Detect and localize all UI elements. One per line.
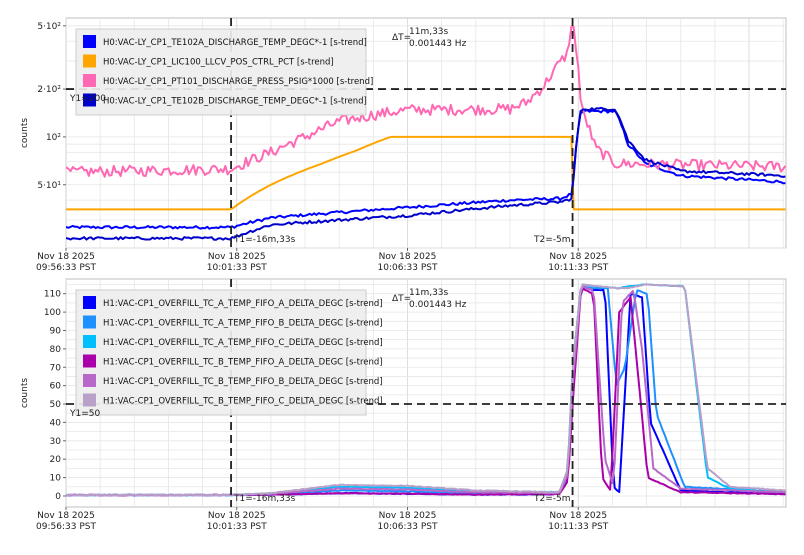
delta-t-prefix: ΔT=	[392, 294, 411, 304]
cursor-t1-label: T1=-16m,33s	[233, 235, 296, 245]
legend-box	[75, 289, 367, 416]
legend-swatch	[83, 393, 96, 407]
x-tick-date: Nov 18 2025	[549, 511, 607, 521]
legend-swatch	[83, 374, 96, 387]
x-tick-date: Nov 18 2025	[549, 252, 607, 262]
legend-label: H0:VAC-LY_CP1_PT101_DISCHARGE_PRESS_PSIG…	[103, 77, 373, 87]
x-tick-label: 10:11:33 PST	[548, 263, 608, 273]
series-group	[66, 25, 786, 241]
y-tick-label: 80	[50, 345, 62, 355]
legend-swatch	[83, 35, 96, 48]
x-tick-date: Nov 18 2025	[208, 252, 266, 262]
y-tick-label: 110	[44, 290, 61, 300]
delta-t-freq: 0.001443 Hz	[409, 39, 467, 49]
delta-t-value: 11m,33s	[409, 288, 449, 298]
legend-box	[75, 28, 367, 116]
legend-swatch	[83, 54, 96, 68]
legend-swatch	[83, 315, 96, 329]
series-line	[66, 25, 786, 178]
bottom-panel: 0 10 20 30 40 50 60 70 80 90 100 110 counts Nov 18 20…	[20, 278, 787, 532]
delta-t-value: 11m,33s	[409, 27, 449, 37]
y-tick-label: 0	[55, 492, 61, 502]
y-tick-label: 90	[50, 326, 62, 336]
legend-label: H0:VAC-LY_CP1_TE102B_DISCHARGE_TEMP_DEGC…	[103, 97, 367, 107]
legend-label: H0:VAC-LY_CP1_TE102A_DISCHARGE_TEMP_DEGC…	[103, 38, 367, 48]
y-tick-label: 50	[50, 400, 62, 410]
legend-swatch	[83, 93, 96, 107]
cursor-y1-label: Y1=50	[69, 409, 100, 419]
legend-swatch	[83, 354, 96, 368]
delta-t-freq: 0.001443 Hz	[409, 300, 467, 310]
series-line	[66, 109, 786, 230]
legend-swatch	[83, 335, 96, 348]
x-tick-label: 09:56:33 PST	[36, 263, 96, 273]
y-axis-label: counts	[20, 378, 30, 408]
y-tick-label: 2·10²	[37, 85, 61, 95]
legend-label: H1:VAC-CP1_OVERFILL_TC_A_TEMP_FIFO_A_DEL…	[103, 299, 383, 309]
x-tick-label: 10:01:33 PST	[207, 522, 267, 532]
y-tick-label: 70	[50, 363, 62, 373]
legend-label: H1:VAC-CP1_OVERFILL_TC_B_TEMP_FIFO_B_DEL…	[103, 377, 383, 387]
legend-label: H0:VAC-LY_CP1_LIC100_LLCV_POS_CTRL_PCT […	[103, 58, 334, 68]
y-tick-label: 100	[44, 308, 61, 318]
y-tick-label: 10	[50, 474, 62, 484]
x-tick-label: 10:11:33 PST	[548, 522, 608, 532]
y-tick-label: 5·10²	[37, 22, 61, 32]
legend-swatch	[83, 296, 96, 309]
cursor-y1-label: Y1=200	[69, 94, 106, 104]
x-tick-date: Nov 18 2025	[37, 252, 95, 262]
series-line	[66, 135, 786, 211]
series-group	[66, 283, 786, 497]
cursor-t2-label: T2=-5m	[533, 235, 571, 245]
y-tick-label: 30	[50, 437, 62, 447]
y-axis-label: counts	[20, 118, 30, 148]
x-tick-date: Nov 18 2025	[379, 511, 437, 521]
y-tick-label: 5·10¹	[37, 181, 61, 191]
x-tick-label: 10:06:33 PST	[378, 522, 438, 532]
x-tick-label: 10:06:33 PST	[378, 263, 438, 273]
legend-label: H1:VAC-CP1_OVERFILL_TC_B_TEMP_FIFO_A_DEL…	[103, 358, 383, 368]
x-tick-label: 09:56:33 PST	[36, 522, 96, 532]
legend-label: H1:VAC-CP1_OVERFILL_TC_A_TEMP_FIFO_C_DEL…	[103, 338, 383, 348]
y-tick-label: 10²	[46, 133, 61, 143]
x-tick-date: Nov 18 2025	[208, 511, 266, 521]
series-line	[66, 106, 786, 241]
y-tick-label: 40	[50, 418, 62, 428]
cursor-t1-label: T1=-16m,33s	[233, 494, 296, 504]
delta-t-prefix: ΔT=	[392, 33, 411, 43]
cursor-t2-label: T2=-5m	[533, 494, 571, 504]
legend-label: H1:VAC-CP1_OVERFILL_TC_A_TEMP_FIFO_B_DEL…	[103, 319, 383, 329]
x-tick-date: Nov 18 2025	[37, 511, 95, 521]
legend-swatch	[83, 74, 96, 87]
y-tick-label: 20	[50, 455, 62, 465]
legend-label: H1:VAC-CP1_OVERFILL_TC_B_TEMP_FIFO_C_DEL…	[103, 397, 383, 407]
x-tick-date: Nov 18 2025	[379, 252, 437, 262]
y-tick-label: 60	[50, 382, 62, 392]
series-line	[66, 283, 786, 497]
x-tick-label: 10:01:33 PST	[207, 263, 267, 273]
